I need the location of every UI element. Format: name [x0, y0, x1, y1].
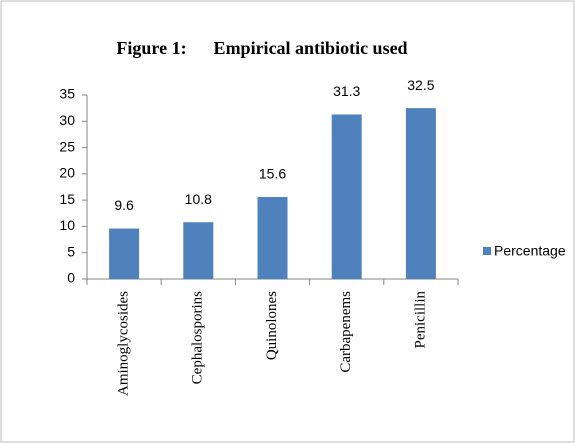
bar — [257, 196, 288, 279]
bar — [109, 228, 140, 279]
x-tick-label: Penicillin — [412, 291, 428, 349]
y-tick-label: 15 — [59, 191, 75, 207]
y-tick-label: 35 — [59, 86, 75, 102]
data-label: 31.3 — [333, 83, 360, 99]
bar — [183, 222, 214, 279]
data-label: 15.6 — [259, 166, 286, 182]
x-tick-label: Carbapenems — [338, 291, 354, 373]
data-label: 10.8 — [185, 191, 212, 207]
chart-title: Figure 1: Empirical antibiotic used — [116, 38, 407, 58]
data-label: 9.6 — [114, 197, 134, 213]
x-tick-label: Quinolones — [264, 291, 280, 360]
data-label: 32.5 — [407, 77, 434, 93]
legend-swatch — [483, 247, 491, 255]
y-tick-label: 25 — [59, 138, 75, 154]
y-tick-label: 30 — [59, 112, 75, 128]
y-tick-label: 0 — [67, 270, 75, 286]
bar — [331, 114, 362, 279]
y-tick-label: 5 — [67, 243, 75, 259]
y-tick-label: 20 — [59, 165, 75, 181]
bar — [405, 108, 436, 280]
x-tick-label: Cephalosporins — [190, 291, 206, 384]
y-tick-label: 10 — [59, 217, 75, 233]
legend-label: Percentage — [494, 243, 566, 259]
x-tick-label: Aminoglycosides — [116, 291, 132, 396]
